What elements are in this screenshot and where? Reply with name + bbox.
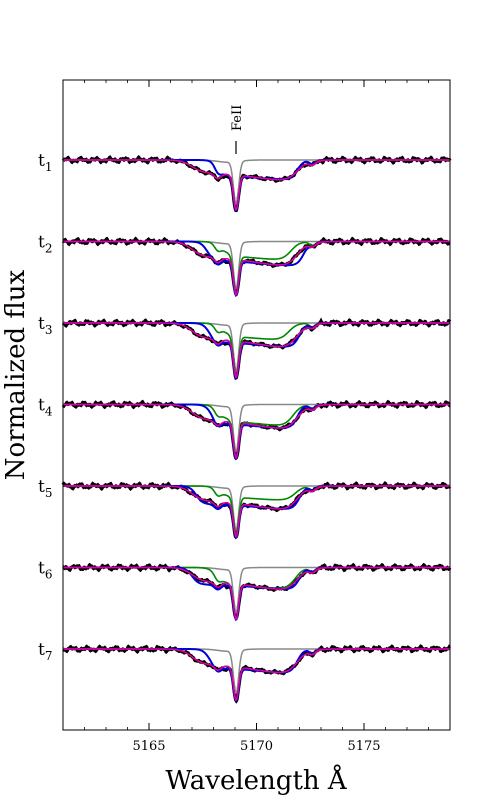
row-labels: t1 t2 t3 t4 t5 t6 t7 xyxy=(38,151,53,663)
row-label-subscript: 1 xyxy=(45,160,53,174)
magenta-model-line xyxy=(63,322,450,379)
observed-spectrum-line xyxy=(61,399,451,461)
photosphere-model-line xyxy=(63,485,450,532)
row-label-t7: t7 xyxy=(38,640,52,663)
red-model-line xyxy=(63,322,450,379)
blue-model-line xyxy=(63,322,450,380)
observed-spectrum-line xyxy=(61,155,452,213)
green-model-line xyxy=(63,322,450,377)
observed-spectrum-line xyxy=(61,317,452,381)
spectrum-row-1 xyxy=(61,155,452,213)
green-model-line xyxy=(63,566,450,621)
observed-spectrum-line xyxy=(62,562,452,620)
blue-model-line xyxy=(63,240,450,297)
spectrum-row-2 xyxy=(61,236,451,297)
x-tick-label: 5165 xyxy=(132,739,165,754)
blue-model-line xyxy=(63,566,450,622)
red-model-line xyxy=(63,648,450,701)
spectrum-row-3 xyxy=(61,317,452,381)
green-model-line xyxy=(63,485,450,536)
red-model-line xyxy=(63,566,450,620)
x-tick-label: 5175 xyxy=(347,739,380,754)
x-axis-title: Wavelength Å xyxy=(165,764,348,796)
observed-spectrum-line xyxy=(61,236,451,297)
observed-spectrum-line xyxy=(61,481,452,540)
green-model-line xyxy=(63,403,450,459)
green-model-line xyxy=(63,240,450,295)
row-label-t6: t6 xyxy=(38,559,52,582)
row-label-t3: t3 xyxy=(38,314,52,337)
row-label-subscript: 7 xyxy=(45,649,53,663)
magenta-model-line xyxy=(63,403,450,459)
feii-annotation: FeII xyxy=(230,105,245,154)
feii-label: FeII xyxy=(230,105,245,131)
red-model-line xyxy=(63,159,450,211)
blue-model-line xyxy=(63,485,450,539)
magenta-model-line xyxy=(63,159,450,211)
spectrum-row-4 xyxy=(61,399,451,461)
red-model-line xyxy=(63,240,450,296)
row-label-subscript: 4 xyxy=(45,405,53,419)
row-label-subscript: 6 xyxy=(45,568,53,582)
row-label-subscript: 5 xyxy=(45,486,53,500)
magenta-model-line xyxy=(63,485,450,538)
blue-model-line xyxy=(63,648,450,703)
spectrum-row-5 xyxy=(61,481,452,540)
red-model-line xyxy=(63,485,450,538)
x-axis-ticks: 5165 5170 5175 xyxy=(84,80,429,754)
spectrum-row-6 xyxy=(62,562,452,622)
blue-model-line xyxy=(63,403,450,460)
magenta-model-line xyxy=(63,566,450,620)
row-label-t1: t1 xyxy=(38,151,52,174)
plot-layer xyxy=(61,155,452,704)
observed-spectrum-line xyxy=(62,644,451,704)
photosphere-model-line xyxy=(63,566,450,615)
row-label-subscript: 3 xyxy=(45,323,53,337)
row-label-t4: t4 xyxy=(38,396,53,419)
y-axis-title: Normalized flux xyxy=(1,269,31,480)
row-label-subscript: 2 xyxy=(45,242,53,256)
photosphere-model-line xyxy=(63,159,450,206)
x-tick-label: 5170 xyxy=(240,739,273,754)
magenta-model-line xyxy=(63,648,450,701)
photosphere-model-line xyxy=(63,322,450,373)
row-label-t5: t5 xyxy=(38,477,52,500)
spectrum-row-7 xyxy=(62,644,451,704)
blue-model-line xyxy=(63,159,450,212)
row-label-t2: t2 xyxy=(38,233,52,256)
photosphere-model-line xyxy=(63,403,450,453)
magenta-model-line xyxy=(63,240,450,296)
red-model-line xyxy=(63,403,450,459)
